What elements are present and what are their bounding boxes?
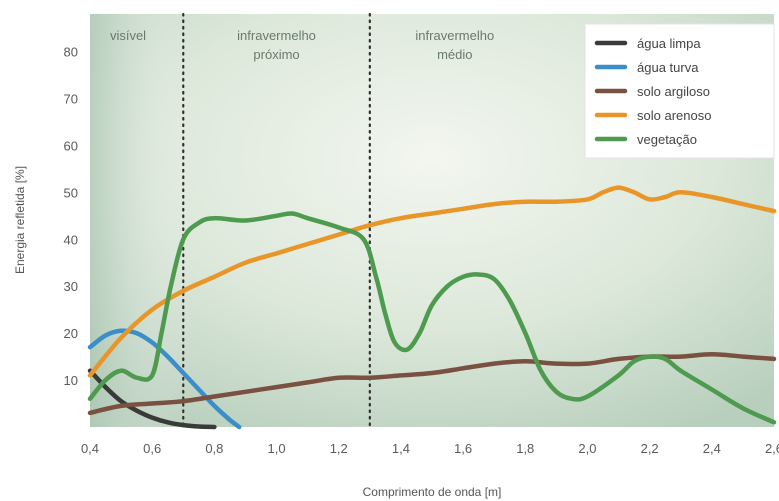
y-axis-title: Energia refletida [%] xyxy=(13,166,27,274)
y-tick-label: 60 xyxy=(64,138,78,153)
x-tick-label: 2,0 xyxy=(578,441,596,456)
series-line-vegetacao xyxy=(87,211,777,425)
region-label-2-line-1: infravermelho xyxy=(237,28,316,43)
y-tick-label: 40 xyxy=(64,232,78,247)
region-label-3-line-2: médio xyxy=(437,47,472,62)
y-tick-label: 30 xyxy=(64,279,78,294)
legend-label-vegetacao: vegetação xyxy=(637,132,697,147)
x-tick-label: 1,0 xyxy=(268,441,286,456)
series-line-agua-limpa xyxy=(87,368,217,430)
region-label-3-line-1: infravermelho xyxy=(415,28,494,43)
x-tick-label: 1,6 xyxy=(454,441,472,456)
x-tick-label: 0,4 xyxy=(81,441,99,456)
y-tick-label: 80 xyxy=(64,45,78,60)
y-tick-label: 20 xyxy=(64,326,78,341)
y-tick-label: 70 xyxy=(64,91,78,106)
region-label-visivel: visível xyxy=(110,28,146,43)
x-tick-label: 2,4 xyxy=(703,441,721,456)
y-tick-label: 50 xyxy=(64,185,78,200)
x-tick-label: 2,6 xyxy=(765,441,779,456)
y-tick-label: 10 xyxy=(64,373,78,388)
x-tick-label: 1,2 xyxy=(330,441,348,456)
legend-label-agua-turva: água turva xyxy=(637,60,699,75)
legend-label-solo-argiloso: solo argiloso xyxy=(637,84,710,99)
legend-label-solo-arenoso: solo arenoso xyxy=(637,108,711,123)
x-axis-title: Comprimento de onda [m] xyxy=(363,485,502,499)
x-tick-label: 1,8 xyxy=(516,441,534,456)
legend-label-agua-limpa: água limpa xyxy=(637,36,701,51)
series-line-agua-turva xyxy=(87,328,242,430)
x-tick-label: 1,4 xyxy=(392,441,410,456)
series-line-solo-arenoso xyxy=(87,185,777,378)
x-tick-label: 2,2 xyxy=(641,441,659,456)
x-tick-label: 0,6 xyxy=(143,441,161,456)
x-tick-label: 0,8 xyxy=(205,441,223,456)
region-label-2-line-2: próximo xyxy=(253,47,299,62)
